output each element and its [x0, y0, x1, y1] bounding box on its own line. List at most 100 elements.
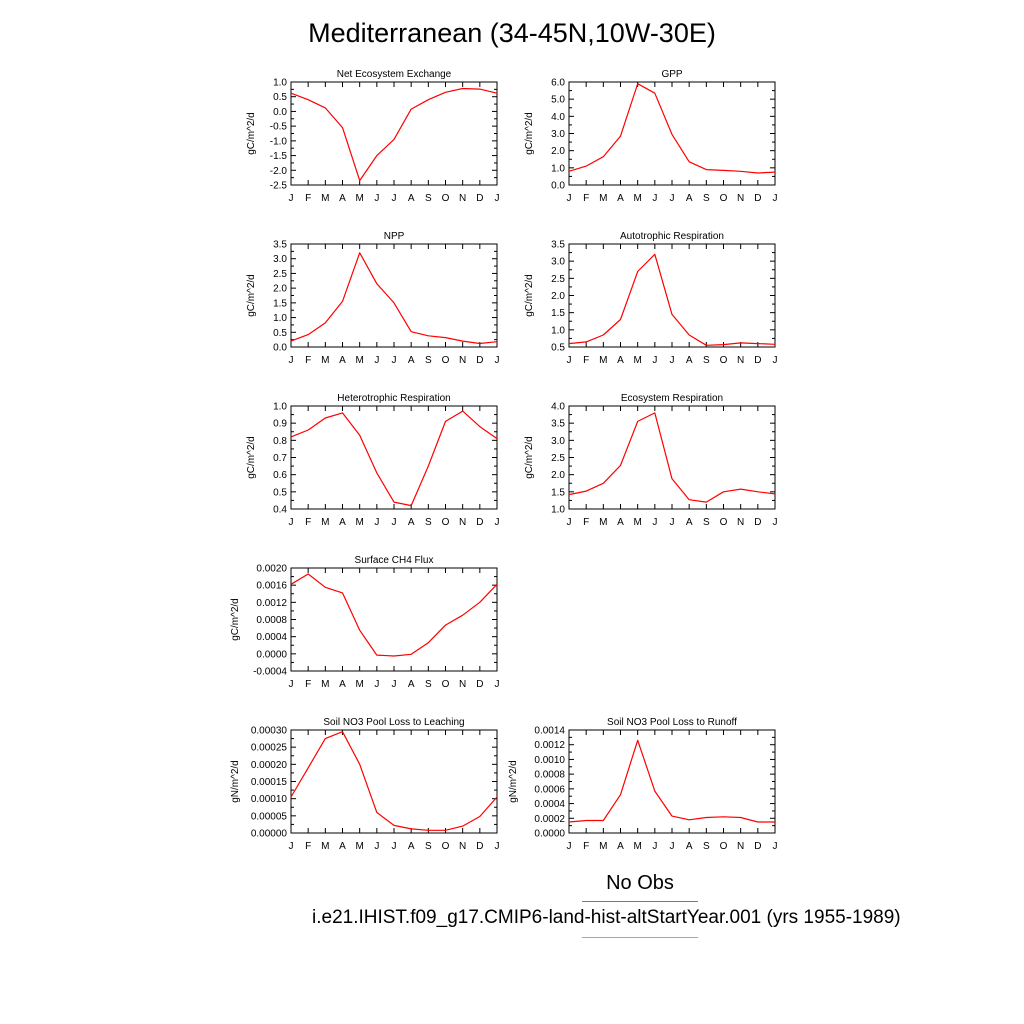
x-tick-label: F — [305, 355, 311, 366]
x-tick-label: M — [355, 193, 363, 204]
y-tick-label: 4.0 — [551, 402, 565, 413]
chart-title: Surface CH4 Flux — [355, 555, 434, 566]
x-tick-label: O — [442, 841, 450, 852]
x-tick-label: N — [737, 193, 744, 204]
plot-frame — [568, 729, 776, 834]
y-tick-label: 0.0008 — [256, 615, 287, 626]
x-tick-label: O — [442, 679, 450, 690]
x-tick-label: J — [374, 193, 379, 204]
x-tick-label: A — [686, 517, 693, 528]
y-tick-label: 1.0 — [273, 402, 287, 413]
x-tick-label: J — [392, 679, 397, 690]
y-tick-label: 0.00015 — [251, 777, 288, 788]
y-tick-label: -2.5 — [270, 181, 288, 192]
x-tick-label: J — [289, 517, 294, 528]
x-tick-label: A — [339, 355, 346, 366]
x-tick-label: S — [703, 193, 710, 204]
y-tick-label: 2.0 — [551, 291, 565, 302]
y-tick-label: 0.0014 — [534, 726, 565, 737]
y-tick-label: -1.5 — [270, 151, 288, 162]
chart-panel: Autotrophic Respiration gC/m^2/d 3.5 3.0 2.5… — [524, 231, 778, 366]
series-line — [568, 739, 775, 823]
x-tick-label: D — [476, 517, 483, 528]
x-tick-label: O — [442, 193, 450, 204]
x-tick-label: J — [392, 355, 397, 366]
x-tick-label: M — [633, 355, 641, 366]
x-tick-label: S — [703, 355, 710, 366]
y-tick-label: 1.0 — [551, 163, 565, 174]
x-tick-label: A — [339, 841, 346, 852]
x-tick-label: A — [339, 679, 346, 690]
x-tick-label: A — [408, 355, 415, 366]
legend-model-label: i.e21.IHIST.f09_g17.CMIP6-land-hist-altS… — [312, 907, 901, 928]
chart-title: Autotrophic Respiration — [620, 231, 724, 242]
x-tick-label: F — [305, 193, 311, 204]
y-tick-label: 0.5 — [273, 328, 287, 339]
y-tick-label: 0.0008 — [534, 770, 565, 781]
y-tick-label: 0.9 — [273, 419, 287, 430]
x-tick-label: A — [408, 679, 415, 690]
y-tick-label: 0.0016 — [256, 581, 287, 592]
x-tick-label: A — [617, 355, 624, 366]
series-line — [290, 731, 498, 831]
x-tick-label: S — [703, 841, 710, 852]
x-tick-label: N — [737, 841, 744, 852]
chart-panel: Heterotrophic Respiration gC/m^2/d 1.0 0.9 0… — [246, 393, 500, 528]
plot-frame — [290, 243, 498, 348]
x-tick-label: J — [567, 355, 572, 366]
x-tick-label: N — [459, 517, 466, 528]
x-tick-label: J — [495, 355, 500, 366]
y-axis-label: gC/m^2/d — [524, 436, 535, 479]
x-tick-label: N — [459, 841, 466, 852]
y-tick-label: 0.0 — [551, 181, 565, 192]
x-tick-label: A — [686, 193, 693, 204]
y-tick-label: 0.0012 — [256, 598, 287, 609]
y-tick-label: 0.0 — [273, 107, 287, 118]
chart-title: Ecosystem Respiration — [621, 393, 723, 404]
x-tick-label: A — [408, 841, 415, 852]
x-tick-label: J — [374, 517, 379, 528]
y-tick-label: 0.0002 — [534, 814, 565, 825]
x-tick-label: J — [495, 193, 500, 204]
y-tick-label: 0.00020 — [251, 760, 288, 771]
series-line — [568, 253, 776, 346]
y-tick-label: 1.5 — [551, 487, 565, 498]
x-tick-label: A — [686, 355, 693, 366]
y-tick-label: 2.0 — [551, 470, 565, 481]
x-tick-label: M — [321, 193, 329, 204]
x-tick-label: O — [720, 517, 728, 528]
x-tick-label: M — [321, 841, 329, 852]
x-tick-label: F — [305, 841, 311, 852]
x-tick-label: A — [617, 841, 624, 852]
x-tick-label: S — [425, 679, 432, 690]
y-tick-label: 6.0 — [551, 78, 565, 89]
y-tick-label: 0.0000 — [256, 649, 287, 660]
y-tick-label: 1.0 — [551, 505, 565, 516]
y-tick-label: 5.0 — [551, 95, 565, 106]
x-tick-label: D — [476, 841, 483, 852]
x-tick-label: M — [633, 841, 641, 852]
y-tick-label: 3.5 — [273, 240, 287, 251]
series-line — [568, 83, 776, 174]
y-tick-label: 0.5 — [273, 92, 287, 103]
y-tick-label: -0.5 — [270, 122, 288, 133]
chart-title: GPP — [661, 69, 682, 80]
x-tick-label: D — [754, 193, 761, 204]
x-tick-label: O — [442, 517, 450, 528]
x-tick-label: N — [459, 355, 466, 366]
chart-panel: Soil NO3 Pool Loss to Leaching gN/m^2/d 0.… — [230, 717, 500, 852]
chart-panel: Soil NO3 Pool Loss to Runoff gN/m^2/d 0.00… — [508, 717, 778, 852]
x-tick-label: M — [355, 679, 363, 690]
x-tick-label: N — [459, 679, 466, 690]
legend-obs-swatch — [582, 901, 698, 902]
x-tick-label: J — [374, 355, 379, 366]
x-tick-label: J — [374, 841, 379, 852]
x-tick-label: J — [392, 841, 397, 852]
y-tick-label: 1.0 — [273, 78, 287, 89]
x-tick-label: S — [425, 355, 432, 366]
y-tick-label: 3.0 — [551, 436, 565, 447]
x-tick-label: O — [720, 355, 728, 366]
y-tick-label: 0.8 — [273, 436, 287, 447]
